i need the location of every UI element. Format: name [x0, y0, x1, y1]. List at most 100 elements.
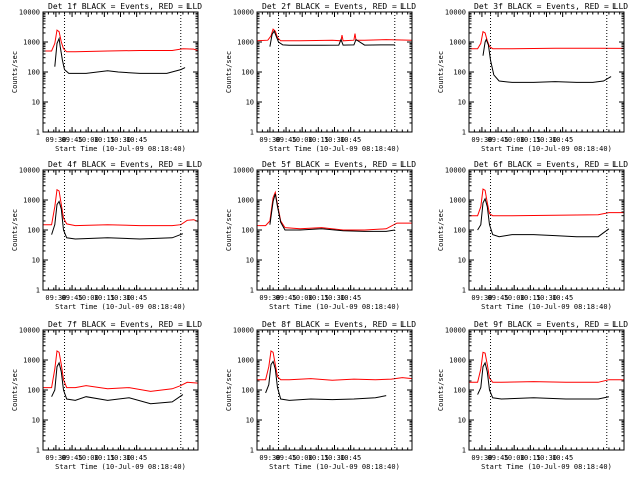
corner-mark: L: [186, 320, 191, 329]
y-tick-label: 10: [246, 417, 254, 425]
corner-mark: L: [186, 160, 191, 169]
x-tick-label: 10:45: [552, 294, 573, 302]
x-tick-label: 09:45: [488, 136, 509, 144]
y-tick-label: 10: [32, 417, 40, 425]
y-tick-label: 10000: [445, 327, 466, 335]
plot-frame: [468, 329, 625, 451]
chart-title: Det 6f BLACK = Events, RED = LLD: [474, 160, 628, 169]
y-tick-label: 1: [462, 129, 466, 137]
series-group: [469, 351, 624, 400]
x-axis-label: Start Time (10-Jul-09 08:18:40): [481, 463, 612, 471]
series-line-events: [265, 360, 387, 401]
x-tick-label: 10:00: [78, 454, 99, 462]
x-axis-label: Start Time (10-Jul-09 08:18:40): [55, 463, 186, 471]
x-tick-label: 10:45: [126, 454, 147, 462]
x-tick-label: 09:30: [471, 136, 492, 144]
x-tick-label: 10:45: [340, 294, 361, 302]
x-tick-label: 10:45: [126, 294, 147, 302]
x-tick-label: 09:30: [45, 136, 66, 144]
series-group: [257, 28, 412, 47]
x-tick-label: 09:45: [488, 454, 509, 462]
series-group: [469, 30, 624, 83]
x-tick-label: 09:30: [45, 294, 66, 302]
x-tick-label: 10:00: [504, 294, 525, 302]
y-tick-label: 1000: [237, 39, 254, 47]
x-tick-label: 09:45: [276, 136, 297, 144]
x-tick-label: 10:00: [292, 454, 313, 462]
chart-title: Det 4f BLACK = Events, RED = LLD: [48, 160, 202, 169]
y-tick-label: 10000: [233, 9, 254, 17]
y-tick-label: 100: [453, 227, 466, 235]
x-tick-label: 09:30: [259, 454, 280, 462]
series-line-lld: [257, 28, 412, 42]
y-tick-label: 10000: [19, 167, 40, 175]
y-tick-label: 100: [241, 69, 254, 77]
x-tick-label: 10:00: [504, 136, 525, 144]
y-axis-label: Counts/sec: [437, 209, 445, 251]
y-tick-label: 10000: [233, 327, 254, 335]
x-tick-label: 09:45: [62, 294, 83, 302]
y-axis-label: Counts/sec: [11, 51, 19, 93]
y-tick-label: 10000: [445, 9, 466, 17]
x-axis-label: Start Time (10-Jul-09 08:18:40): [55, 303, 186, 311]
y-axis-label: Counts/sec: [437, 369, 445, 411]
corner-mark: L: [186, 2, 191, 11]
y-tick-label: 1000: [449, 357, 466, 365]
series-line-events: [51, 361, 184, 405]
plot-frame: [42, 329, 199, 451]
chart-title: Det 8f BLACK = Events, RED = LLD: [262, 320, 416, 329]
series-group: [43, 188, 198, 240]
y-tick-label: 1: [250, 287, 254, 295]
y-axis-label: Counts/sec: [11, 369, 19, 411]
x-tick-label: 10:45: [126, 136, 147, 144]
x-axis-label: Start Time (10-Jul-09 08:18:40): [481, 303, 612, 311]
y-tick-label: 1: [462, 287, 466, 295]
y-tick-label: 10: [458, 417, 466, 425]
y-tick-label: 100: [453, 387, 466, 395]
x-tick-label: 09:45: [62, 136, 83, 144]
y-tick-label: 100: [241, 227, 254, 235]
series-line-lld: [469, 351, 624, 383]
x-tick-label: 09:45: [62, 454, 83, 462]
x-tick-label: 10:45: [552, 454, 573, 462]
y-tick-label: 1: [36, 447, 40, 455]
series-line-events: [482, 38, 612, 83]
x-tick-label: 09:45: [276, 454, 297, 462]
y-tick-label: 1000: [449, 197, 466, 205]
y-tick-label: 1: [462, 447, 466, 455]
y-tick-label: 1: [250, 447, 254, 455]
y-tick-label: 1000: [449, 39, 466, 47]
x-tick-label: 09:30: [471, 454, 492, 462]
series-line-events: [54, 36, 186, 74]
chart-title: Det 2f BLACK = Events, RED = LLD: [262, 2, 416, 11]
series-group: [257, 190, 412, 232]
x-tick-label: 10:30: [110, 136, 131, 144]
y-tick-label: 100: [241, 387, 254, 395]
chart-title: Det 9f BLACK = Events, RED = LLD: [474, 320, 628, 329]
series-line-events: [477, 361, 610, 400]
x-tick-label: 09:45: [488, 294, 509, 302]
y-axis-label: Counts/sec: [437, 51, 445, 93]
series-line-lld: [257, 190, 412, 231]
plot-frame: [468, 11, 625, 133]
x-tick-label: 10:30: [110, 294, 131, 302]
corner-mark: L: [400, 320, 405, 329]
y-tick-label: 1: [36, 129, 40, 137]
x-tick-label: 10:00: [78, 136, 99, 144]
y-tick-label: 10: [32, 257, 40, 265]
corner-mark: L: [400, 160, 405, 169]
x-tick-label: 10:30: [324, 136, 345, 144]
x-tick-label: 10:15: [308, 136, 329, 144]
y-tick-label: 1000: [23, 39, 40, 47]
x-tick-label: 10:15: [94, 294, 115, 302]
x-axis-label: Start Time (10-Jul-09 08:18:40): [269, 463, 400, 471]
x-tick-label: 10:15: [308, 454, 329, 462]
y-tick-label: 10000: [445, 167, 466, 175]
